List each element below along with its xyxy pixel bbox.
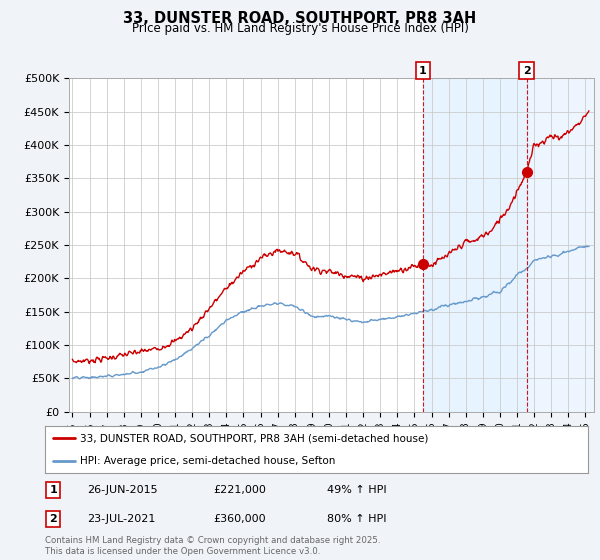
Text: £360,000: £360,000 [213,514,266,524]
Text: 49% ↑ HPI: 49% ↑ HPI [327,485,386,495]
Text: 1: 1 [49,485,57,495]
Text: 26-JUN-2015: 26-JUN-2015 [87,485,158,495]
Text: 33, DUNSTER ROAD, SOUTHPORT, PR8 3AH: 33, DUNSTER ROAD, SOUTHPORT, PR8 3AH [124,11,476,26]
Text: 33, DUNSTER ROAD, SOUTHPORT, PR8 3AH (semi-detached house): 33, DUNSTER ROAD, SOUTHPORT, PR8 3AH (se… [80,433,428,444]
Text: 2: 2 [49,514,57,524]
Text: 80% ↑ HPI: 80% ↑ HPI [327,514,386,524]
Text: Price paid vs. HM Land Registry's House Price Index (HPI): Price paid vs. HM Land Registry's House … [131,22,469,35]
Text: 1: 1 [419,66,427,76]
Text: HPI: Average price, semi-detached house, Sefton: HPI: Average price, semi-detached house,… [80,456,335,466]
Text: Contains HM Land Registry data © Crown copyright and database right 2025.
This d: Contains HM Land Registry data © Crown c… [45,536,380,556]
Text: £221,000: £221,000 [213,485,266,495]
Text: 23-JUL-2021: 23-JUL-2021 [87,514,155,524]
Text: 2: 2 [523,66,530,76]
Bar [527,78,594,412]
Bar [423,78,527,412]
